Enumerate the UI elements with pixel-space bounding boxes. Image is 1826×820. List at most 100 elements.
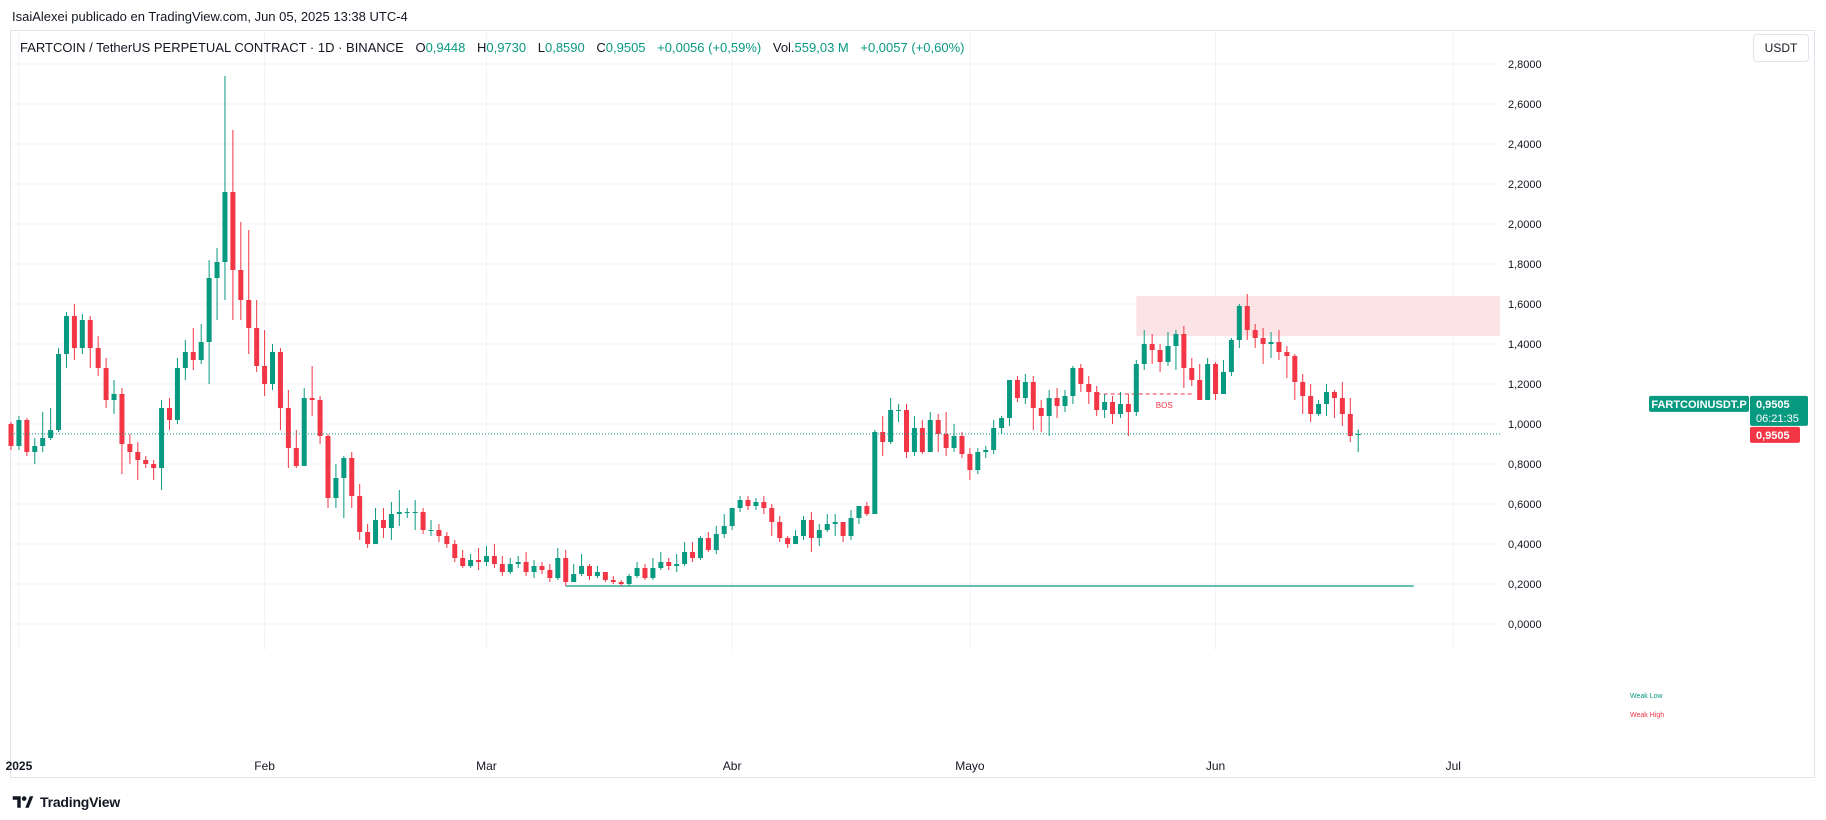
candle-down[interactable] <box>436 530 442 536</box>
candle-down[interactable] <box>690 552 696 558</box>
candle-down[interactable] <box>166 408 172 420</box>
candle-down[interactable] <box>87 320 93 348</box>
candle-up[interactable] <box>626 576 632 584</box>
candle-up[interactable] <box>1228 340 1234 372</box>
candle-up[interactable] <box>571 574 577 582</box>
candle-up[interactable] <box>658 562 664 568</box>
candle-down[interactable] <box>285 408 291 448</box>
candle-down[interactable] <box>230 192 236 270</box>
candle-up[interactable] <box>63 316 69 354</box>
candle-up[interactable] <box>1205 364 1211 400</box>
candle-up[interactable] <box>214 262 220 278</box>
candle-up[interactable] <box>483 556 489 562</box>
candle-up[interactable] <box>111 394 117 400</box>
candle-down[interactable] <box>602 572 608 580</box>
candle-up[interactable] <box>404 512 410 513</box>
candle-down[interactable] <box>444 536 450 544</box>
candle-up[interactable] <box>697 538 703 558</box>
candle-down[interactable] <box>151 464 157 468</box>
candle-up[interactable] <box>1022 382 1028 398</box>
candle-up[interactable] <box>333 478 339 498</box>
candle-up[interactable] <box>1324 392 1330 404</box>
candle-down[interactable] <box>1284 352 1290 356</box>
candle-up[interactable] <box>1165 346 1171 362</box>
candle-down[interactable] <box>317 400 323 436</box>
candle-down[interactable] <box>71 316 77 348</box>
candle-down[interactable] <box>1260 338 1266 344</box>
candle-up[interactable] <box>56 354 62 430</box>
candle-up[interactable] <box>301 398 307 466</box>
candle-down[interactable] <box>254 328 260 366</box>
candle-up[interactable] <box>800 520 806 536</box>
candle-up[interactable] <box>650 568 656 578</box>
candle-down[interactable] <box>1086 384 1092 392</box>
candle-down[interactable] <box>309 398 315 400</box>
candle-down[interactable] <box>777 522 783 538</box>
candle-up[interactable] <box>832 522 838 524</box>
candle-up[interactable] <box>468 560 474 566</box>
candle-up[interactable] <box>206 278 212 342</box>
candle-down[interactable] <box>476 560 482 562</box>
candle-down[interactable] <box>1276 342 1282 352</box>
candle-down[interactable] <box>1030 382 1036 408</box>
candle-up[interactable] <box>174 368 180 420</box>
candle-down[interactable] <box>1149 344 1155 350</box>
candle-up[interactable] <box>428 530 434 531</box>
candle-down[interactable] <box>380 520 386 528</box>
candle-up[interactable] <box>713 534 719 550</box>
candle-down[interactable] <box>103 368 109 400</box>
candle-down[interactable] <box>1213 364 1219 394</box>
candle-down[interactable] <box>618 582 624 584</box>
candle-down[interactable] <box>563 558 569 582</box>
candle-up[interactable] <box>1046 398 1052 416</box>
candle-up[interactable] <box>1141 344 1147 364</box>
candle-up[interactable] <box>674 564 680 566</box>
candle-down[interactable] <box>1244 306 1250 330</box>
candle-down[interactable] <box>1094 392 1100 410</box>
candle-down[interactable] <box>1157 350 1163 362</box>
candle-up[interactable] <box>515 562 521 564</box>
candle-down[interactable] <box>523 562 529 572</box>
candle-up[interactable] <box>991 428 997 450</box>
candle-down[interactable] <box>903 410 909 452</box>
candle-up[interactable] <box>1220 372 1226 394</box>
candle-up[interactable] <box>396 512 402 514</box>
candle-up[interactable] <box>1117 404 1123 414</box>
candle-up[interactable] <box>1355 433 1361 436</box>
candle-down[interactable] <box>745 500 751 506</box>
candle-down[interactable] <box>769 508 775 522</box>
price-chart[interactable]: 2,8000 2,6000 2,4000 2,2000 2,0000 1,8000 1,60… <box>0 0 1826 790</box>
candle-up[interactable] <box>182 352 188 368</box>
candle-up[interactable] <box>412 512 418 513</box>
candle-down[interactable] <box>1347 414 1353 436</box>
candle-up[interactable] <box>1007 380 1013 418</box>
candle-down[interactable] <box>642 568 648 578</box>
candle-up[interactable] <box>983 450 989 452</box>
candle-up[interactable] <box>507 564 513 572</box>
candle-down[interactable] <box>491 556 497 564</box>
candle-down[interactable] <box>1331 392 1337 398</box>
candle-down[interactable] <box>1252 330 1258 338</box>
candle-down[interactable] <box>666 562 672 566</box>
candle-down[interactable] <box>277 352 283 408</box>
candle-down[interactable] <box>959 436 965 454</box>
candle-down[interactable] <box>1110 402 1116 414</box>
candle-up[interactable] <box>848 518 854 536</box>
candle-up[interactable] <box>927 420 933 452</box>
candle-up[interactable] <box>634 568 640 576</box>
candle-down[interactable] <box>460 558 466 566</box>
candle-up[interactable] <box>1062 396 1068 406</box>
candle-down[interactable] <box>808 520 814 538</box>
candle-up[interactable] <box>388 514 394 528</box>
candle-down[interactable] <box>365 532 371 544</box>
candle-down[interactable] <box>935 420 941 434</box>
candle-down[interactable] <box>1014 380 1020 398</box>
candle-down[interactable] <box>547 570 553 578</box>
candle-up[interactable] <box>222 192 228 262</box>
candle-down[interactable] <box>705 538 711 550</box>
candle-up[interactable] <box>594 572 600 576</box>
candle-down[interactable] <box>1197 380 1203 400</box>
candle-down[interactable] <box>840 522 846 536</box>
candle-up[interactable] <box>555 558 561 578</box>
candle-down[interactable] <box>1339 398 1345 414</box>
